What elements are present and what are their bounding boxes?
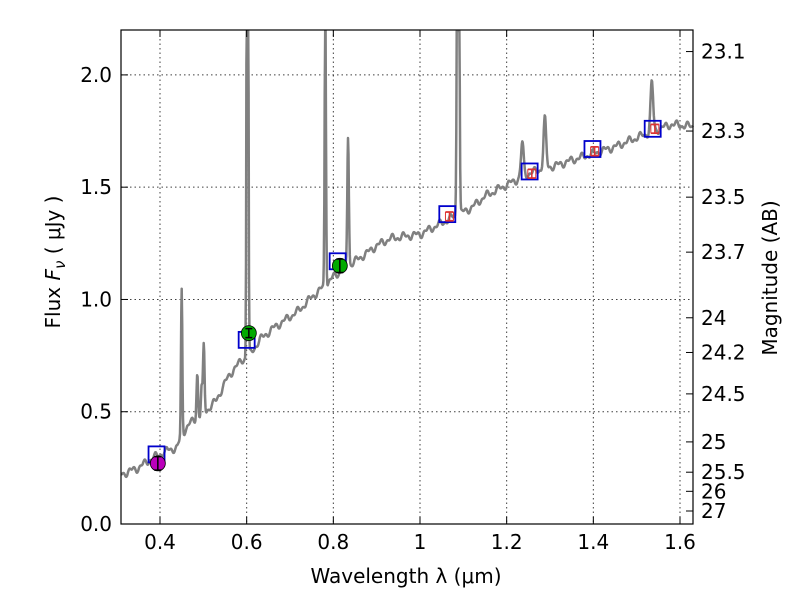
x-tick-label: 0.6 <box>231 530 263 554</box>
model-flux-box <box>643 119 662 138</box>
mag-tick-label: 26 <box>701 479 726 503</box>
y-axis-label: Flux Fν ( μJy ) <box>41 196 69 329</box>
y-tick-label: 1.0 <box>80 287 112 311</box>
mag-tick-label: 24 <box>701 306 726 330</box>
mag-tick-label: 23.3 <box>701 119 746 143</box>
y-axis-label-symbol: F <box>41 269 65 281</box>
model-flux-box <box>583 140 602 158</box>
spectrum-line <box>120 29 695 479</box>
mag-tick-label: 23.5 <box>701 185 746 209</box>
observed-flux-point <box>650 124 660 134</box>
y-axis-label-prefix: Flux <box>41 281 65 329</box>
observed-photometry <box>149 123 660 472</box>
y-tick-label: 2.0 <box>80 63 112 87</box>
x-tick-label: 1.2 <box>491 530 523 554</box>
x-tick-label: 0.4 <box>144 530 176 554</box>
observed-flux-point <box>444 211 454 221</box>
mag-tick-label: 23.7 <box>701 240 746 264</box>
model-photometry <box>147 119 662 464</box>
mag-tick-label: 25.5 <box>701 460 746 484</box>
model-flux-box <box>438 205 457 224</box>
x-tick-label: 1.6 <box>664 530 696 554</box>
y-axis-label-subscript: ν <box>51 261 69 269</box>
x-axis-label: Wavelength λ (μm) <box>310 564 501 588</box>
y2-axis-label: Magnitude (AB) <box>758 200 782 355</box>
x-tick-label: 1 <box>414 530 427 554</box>
mag-tick-label: 25 <box>701 430 726 454</box>
x-tick-label: 0.8 <box>317 530 349 554</box>
y-axis: 0.0 0.5 1.0 1.5 2.0 <box>80 63 128 536</box>
model-flux-box <box>520 162 539 181</box>
grid <box>121 30 693 525</box>
plot-frame <box>120 29 694 525</box>
x-axis: 0.4 0.6 0.8 1 1.2 1.4 1.6 <box>144 30 696 554</box>
observed-flux-point <box>527 169 537 179</box>
mag-tick-label: 27 <box>701 499 726 523</box>
x-tick-label: 1.4 <box>577 530 609 554</box>
y-axis-label-unit: ( μJy ) <box>41 196 65 261</box>
mag-tick-label: 23.1 <box>701 40 746 64</box>
spectrum-layer <box>120 29 695 479</box>
y-tick-label: 1.5 <box>80 175 112 199</box>
mag-tick-label: 24.2 <box>701 340 746 364</box>
y-tick-label: 0.0 <box>80 512 112 536</box>
mag-tick-label: 24.5 <box>701 382 746 406</box>
observed-flux-point <box>590 146 600 156</box>
y-tick-label: 0.5 <box>80 400 112 424</box>
